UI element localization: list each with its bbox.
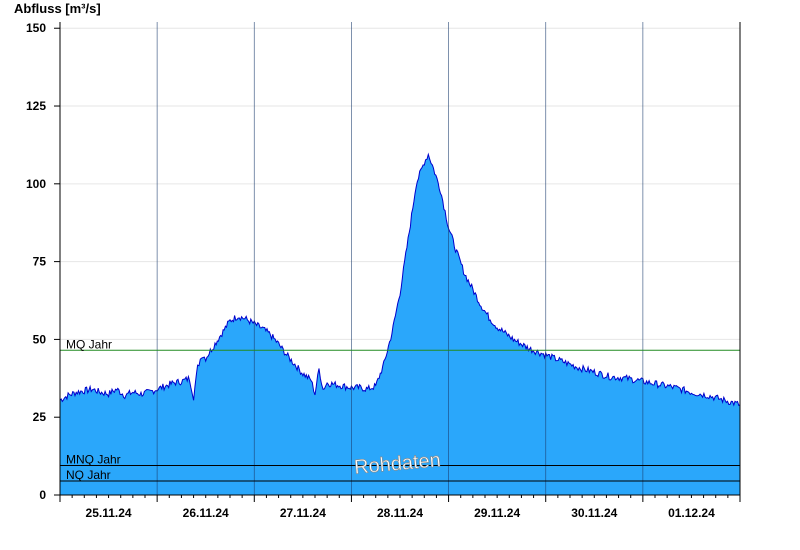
y-tick-label: 100 xyxy=(26,177,46,191)
y-tick-label: 150 xyxy=(26,21,46,35)
x-tick-label: 01.12.24 xyxy=(668,506,715,520)
x-tick-label: 30.11.24 xyxy=(571,506,617,520)
y-tick-label: 25 xyxy=(33,410,47,424)
x-tick-label: 27.11.24 xyxy=(280,506,326,520)
y-axis-title: Abfluss [m³/s] xyxy=(14,1,101,16)
y-tick-label: 125 xyxy=(26,99,46,113)
discharge-line xyxy=(59,152,741,407)
x-tick-label: 25.11.24 xyxy=(86,506,132,520)
reference-line-label: MNQ Jahr xyxy=(66,452,121,466)
y-axis-ticks: 0 25 50 75 100 125 150 xyxy=(26,21,60,502)
y-tick-label: 75 xyxy=(33,255,47,269)
reference-line-label: NQ Jahr xyxy=(66,468,111,482)
x-axis-ticks: 25.11.24 26.11.24 27.11.24 28.11.24 29.11.24… xyxy=(59,495,741,520)
y-tick-label: 0 xyxy=(39,488,46,502)
reference-line-label: MQ Jahr xyxy=(66,337,112,351)
x-tick-label: 26.11.24 xyxy=(183,506,229,520)
discharge-area xyxy=(60,154,740,495)
x-tick-label: 29.11.24 xyxy=(474,506,520,520)
x-tick-label: 28.11.24 xyxy=(377,506,423,520)
reference-lines: MQ Jahr MNQ Jahr NQ Jahr xyxy=(60,337,740,482)
day-separators xyxy=(156,22,644,495)
y-tick-label: 50 xyxy=(33,332,47,346)
